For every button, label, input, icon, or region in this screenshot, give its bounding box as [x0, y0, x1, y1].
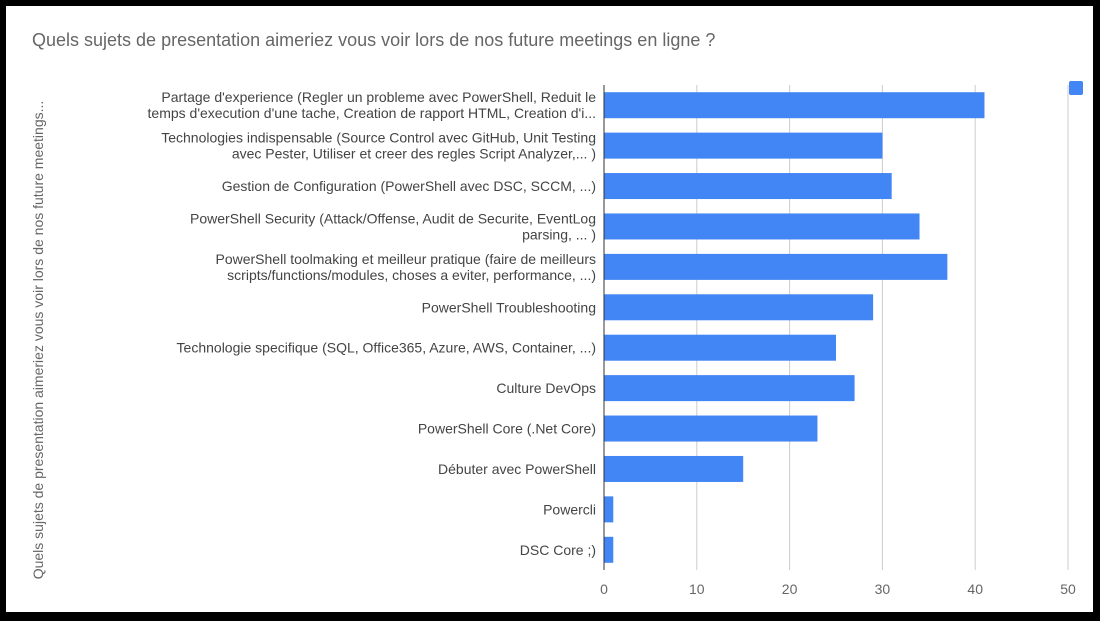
bar	[604, 253, 948, 280]
bar	[604, 496, 614, 523]
bar	[604, 132, 883, 159]
legend-swatch	[1069, 81, 1083, 95]
bar	[604, 213, 920, 240]
bar	[604, 375, 855, 402]
category-label: Technologie specifique (SQL, Office365, …	[177, 340, 596, 356]
category-label: DSC Core ;)	[520, 542, 596, 558]
chart-title: Quels sujets de presentation aimeriez vo…	[32, 30, 716, 50]
category-label: PowerShell toolmaking et meilleur pratiq…	[215, 251, 596, 283]
category-label: Powercli	[543, 501, 596, 517]
category-label: PowerShell Core (.Net Core)	[418, 421, 596, 437]
bar	[604, 415, 818, 442]
category-label: Partage d'experience (Regler un probleme…	[148, 89, 597, 121]
bar	[604, 455, 744, 482]
bar	[604, 173, 892, 200]
category-label: Débuter avec PowerShell	[438, 461, 596, 477]
category-label: PowerShell Security (Attack/Offense, Aud…	[190, 210, 596, 242]
x-tick-label: 20	[782, 581, 798, 597]
bar	[604, 334, 836, 361]
bar	[604, 92, 985, 119]
x-tick-label: 40	[967, 581, 983, 597]
category-label: Technologies indispensable (Source Contr…	[161, 130, 596, 162]
category-label: Culture DevOps	[496, 380, 596, 396]
category-label: PowerShell Troubleshooting	[422, 299, 596, 315]
x-tick-label: 0	[600, 581, 608, 597]
bar	[604, 294, 874, 321]
bar	[604, 536, 614, 563]
x-tick-label: 30	[875, 581, 891, 597]
category-label: Gestion de Configuration (PowerShell ave…	[222, 178, 596, 194]
x-tick-label: 50	[1060, 581, 1076, 597]
x-tick-label: 10	[689, 581, 705, 597]
